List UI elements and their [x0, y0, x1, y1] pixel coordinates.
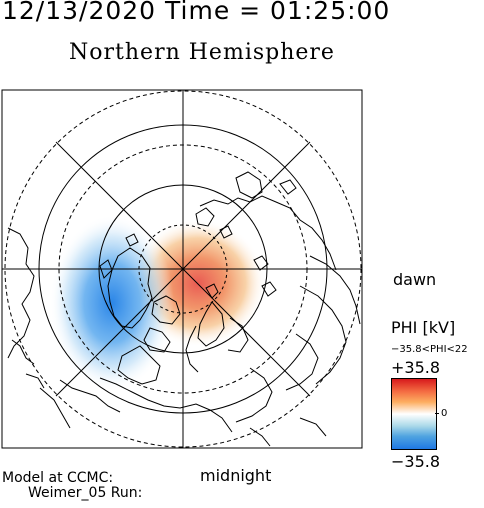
negative-potential-cell: [50, 215, 174, 391]
coastlines: [7, 171, 361, 447]
colorbar-zero-tick: [435, 413, 439, 414]
dawn-label: dawn: [393, 270, 437, 289]
colorbar-max-label: +35.8: [391, 358, 441, 377]
model-label: Model at CCMC:: [2, 470, 114, 486]
date-time-header: 12/13/2020 Time = 01:25:00: [2, 0, 391, 25]
colorbar-range-text: −35.8<PHI<22: [391, 344, 468, 355]
meridian-diagonal-2: [55, 141, 311, 397]
colorbar: [391, 378, 437, 450]
colorbar-quantity-label: PHI [kV]: [391, 318, 456, 337]
colorbar-min-label: −35.8: [391, 452, 441, 471]
hemisphere-title: Northern Hemisphere: [69, 40, 335, 65]
meridian-lines: [2, 90, 362, 448]
run-label: Weimer_05 Run:: [28, 485, 143, 501]
polar-potential-map: [1, 89, 363, 449]
midnight-label: midnight: [200, 466, 272, 485]
colorbar-zero-label: 0: [441, 408, 448, 419]
